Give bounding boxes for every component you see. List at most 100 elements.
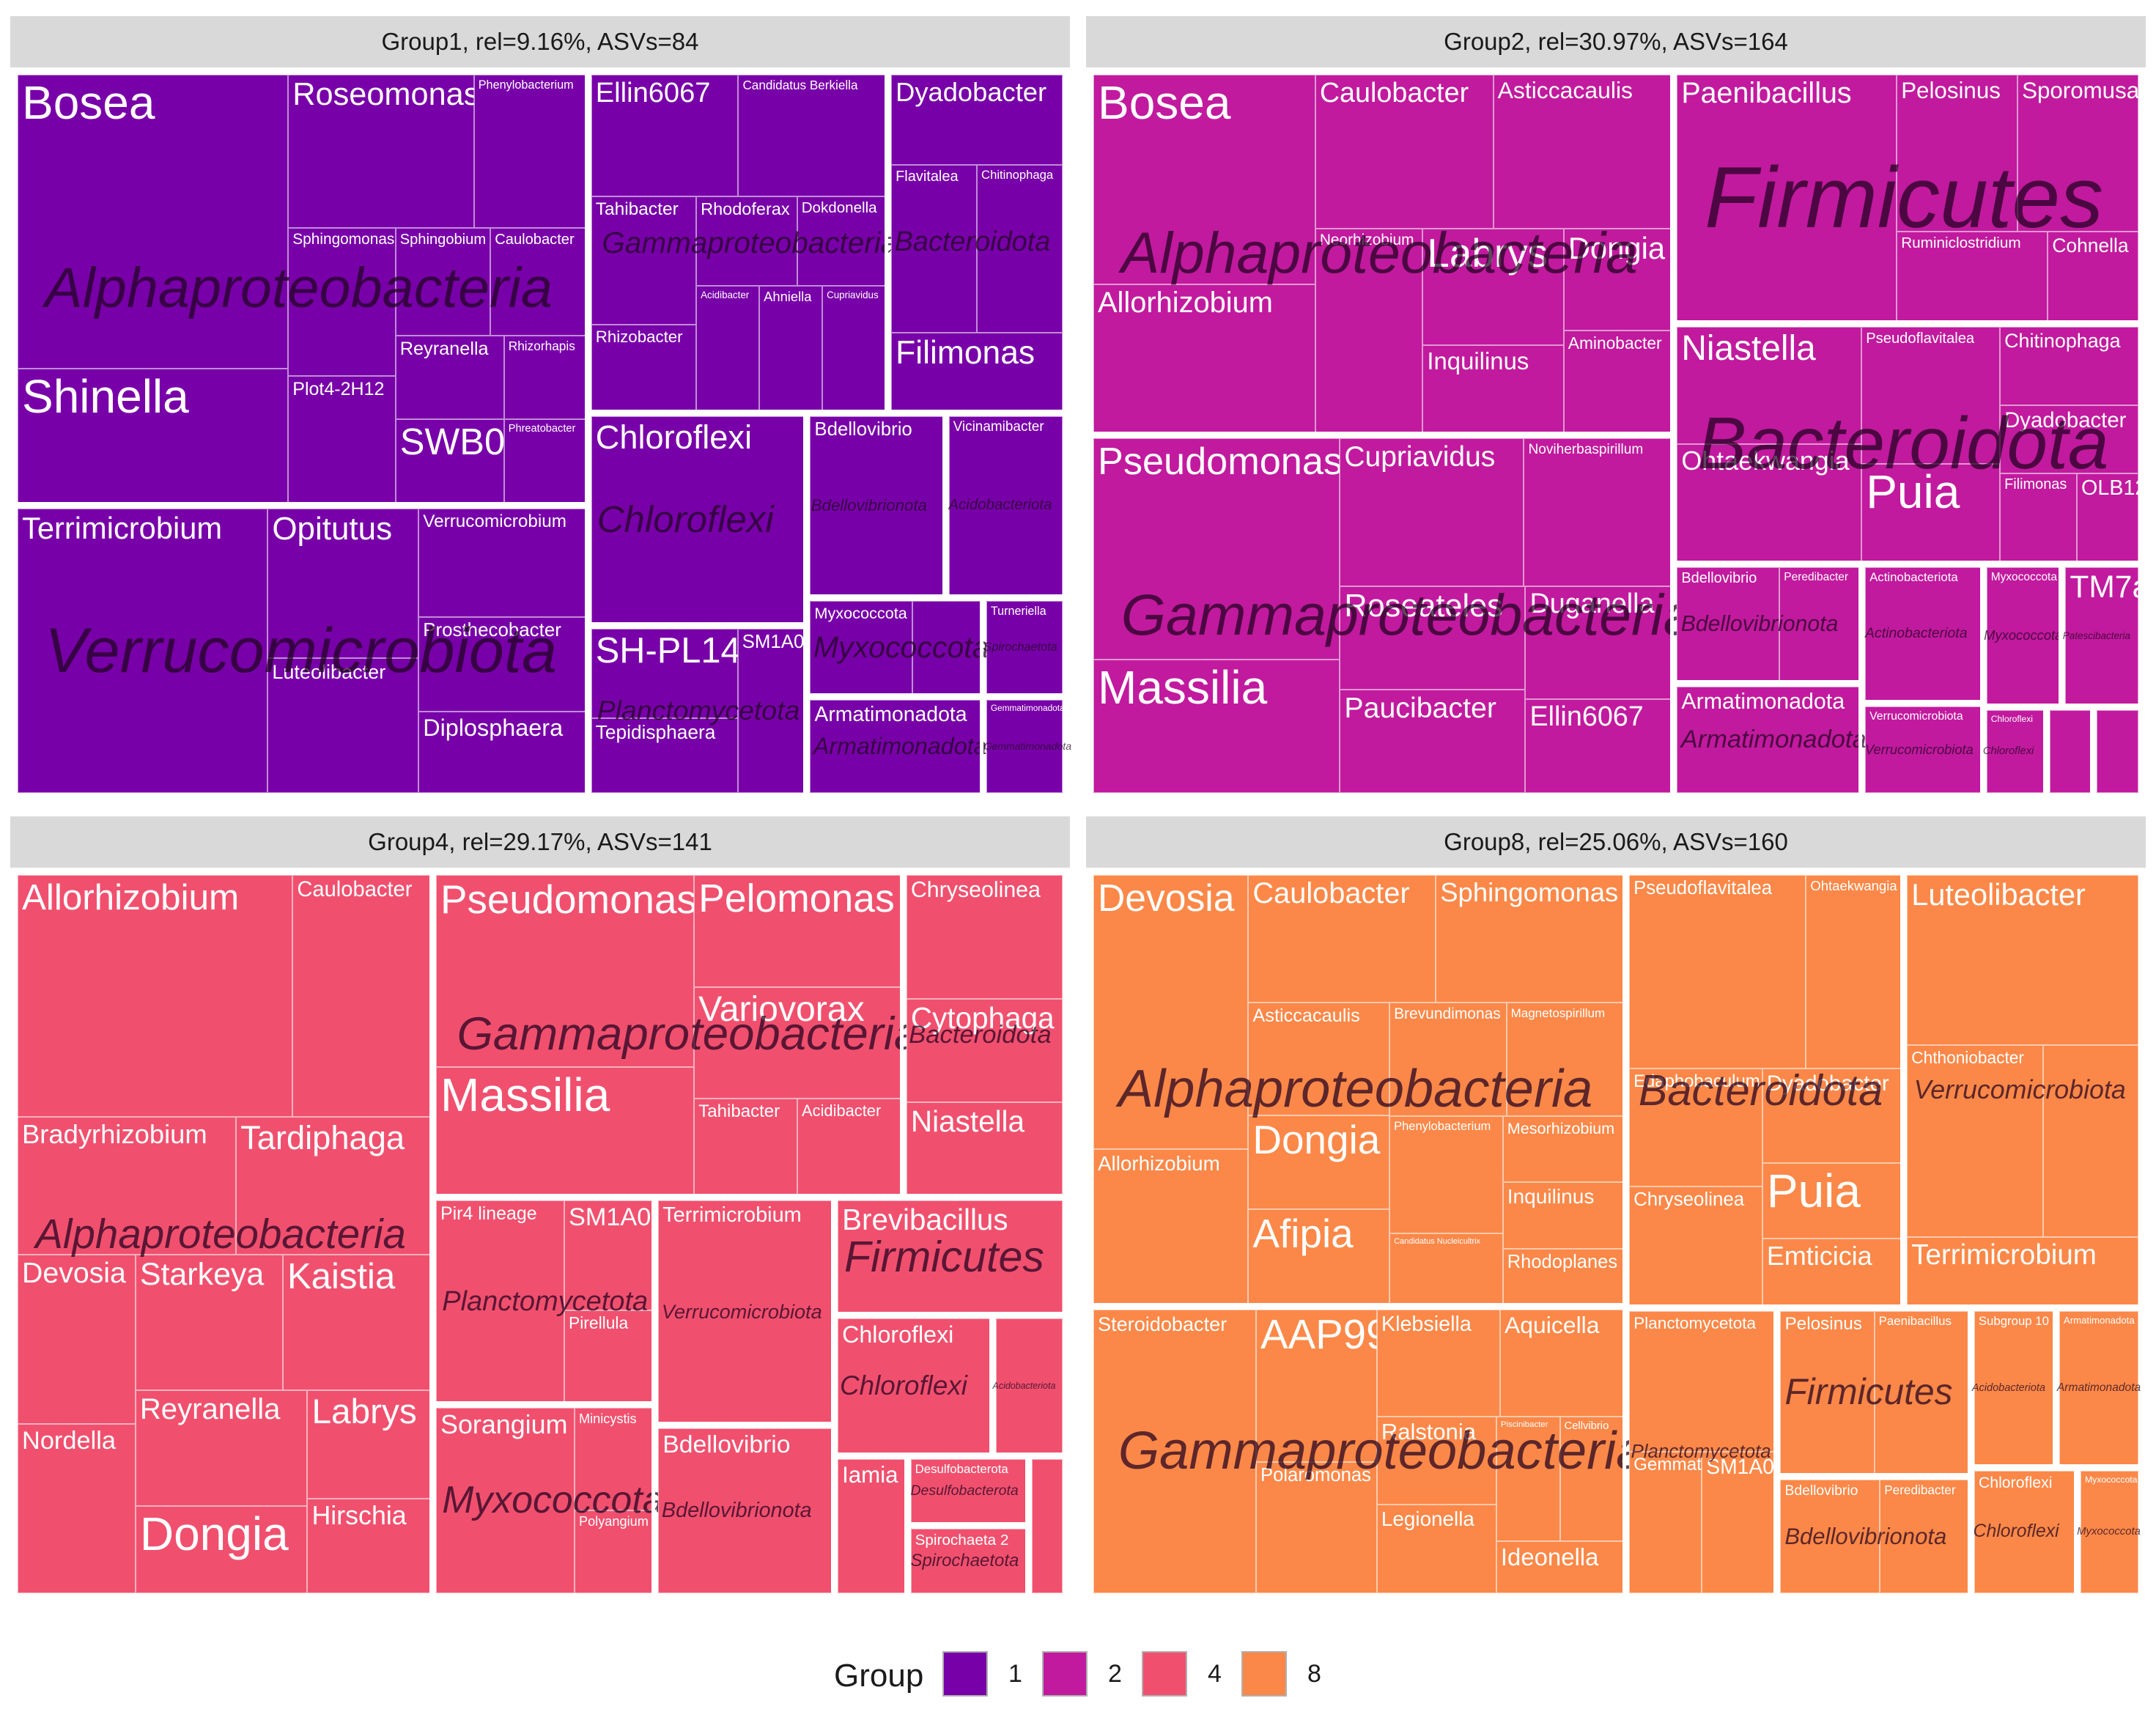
legend-key-4 (1142, 1651, 1187, 1697)
genus-cell-planctomycetota (1629, 1310, 1775, 1453)
genus-cell-reyranella (135, 1389, 308, 1507)
genus-cell-noviherbaspirillum (1524, 438, 1672, 587)
legend-label: 8 (1307, 1660, 1321, 1688)
genus-cell-tardiphaga (236, 1117, 431, 1255)
genus-cell-aminobacter (1563, 330, 1672, 432)
facet-title: Group1, rel=9.16%, ASVs=84 (10, 16, 1070, 67)
genus-cell-polyangium (574, 1510, 653, 1593)
genus-cell-brevundimonas (1389, 1002, 1507, 1116)
genus-cell-verrucomicrobiota (1865, 706, 1981, 793)
genus-cell-puia (1762, 1163, 1902, 1239)
genus-cell-caulobacter (1248, 875, 1436, 1003)
genus-cell-dyadobacter (1762, 1068, 1902, 1164)
treemap-plot: Allorhizobium Caulobacter Bradyrhizobium Ta… (10, 868, 1070, 1600)
genus-cell-sphingobium (395, 227, 491, 336)
genus-cell-paenibacillus (1677, 75, 1897, 322)
genus-cell-sphingomonas (288, 227, 396, 376)
genus-cell-neorhizobium (1315, 228, 1423, 432)
genus-cell-edaphobaculum (1629, 1068, 1762, 1187)
genus-cell-niastella (906, 1101, 1063, 1195)
genus-cell-candidatus-berkiella (738, 75, 886, 197)
genus-cell-allorhizobium (18, 875, 293, 1118)
genus-cell-chloroflexi (838, 1318, 990, 1453)
genus-cell-brevibacillus (838, 1200, 1063, 1313)
genus-cell-afipia (1248, 1209, 1390, 1304)
genus-cell-chryseolinea (906, 875, 1063, 999)
genus-cell-dongia (135, 1506, 308, 1593)
genus-cell-vicinamibacter (948, 416, 1063, 595)
genus-cell-aap99 (1256, 1309, 1377, 1463)
genus-cell-chloroflexi (1974, 1471, 2075, 1593)
genus-cell-klebsiella (1376, 1309, 1500, 1417)
genus-cell-devosia (18, 1254, 136, 1424)
genus-cell-allorhizobium (1093, 284, 1315, 432)
genus-cell-filimonas (2000, 473, 2078, 562)
genus-cell-dyadobacter (2000, 405, 2138, 474)
genus-cell-ralstonia (1376, 1416, 1496, 1505)
genus-cell-pseudomonas (436, 875, 695, 1067)
genus-cell-paucibacter (1340, 690, 1526, 793)
facet-title: Group2, rel=30.97%, ASVs=164 (1086, 16, 2146, 67)
genus-cell-verrucomicrobium (418, 509, 586, 617)
genus-cell-rhodoferax (696, 196, 797, 286)
genus-cell-luteolibacter (267, 658, 419, 793)
facet-title: Group4, rel=29.17%, ASVs=141 (10, 816, 1070, 868)
legend: Group 1 2 4 8 (0, 1645, 2156, 1704)
genus-cell-desulfobacterota (910, 1458, 1027, 1524)
genus-cell-inquilinus (1422, 344, 1564, 432)
genus-cell-bdellovibrio (658, 1428, 833, 1593)
genus-cell-massilia (436, 1066, 695, 1195)
genus-cell-pseudomonas (1093, 438, 1340, 660)
genus-cell-myxococcota (1986, 567, 2060, 704)
genus-cell-nordella (18, 1423, 136, 1593)
genus-cell-pelomonas (694, 875, 901, 987)
genus-cell-ideonella (1496, 1541, 1624, 1593)
genus-cell-plot4-2h12 (288, 375, 396, 503)
genus-cell-tm7a (2065, 567, 2138, 704)
genus-cell-candidatus-protochlamydia (2042, 1044, 2138, 1238)
genus-cell-ohtaekwangia (1806, 875, 1902, 1068)
genus-cell-shinella (18, 368, 289, 503)
genus-cell-legionella (1376, 1505, 1496, 1593)
genus-cell-phenylobacterium (473, 75, 586, 228)
genus-cell-gemmatimonadota (2049, 709, 2092, 793)
genus-cell-phreatobacter (503, 418, 586, 503)
genus-cell-dokdonella (797, 196, 886, 286)
genus-cell-minicystis (574, 1407, 653, 1511)
genus-cell-aquicella (1500, 1309, 1624, 1417)
genus-cell-cyanobacteria (1032, 1458, 1063, 1593)
genus-cell-devosia (1093, 875, 1249, 1150)
genus-cell-hirschia (307, 1498, 431, 1593)
genus-cell-cupriavidus (1340, 438, 1524, 587)
legend-key-8 (1241, 1651, 1287, 1697)
genus-cell-magnetospirillum (1506, 1002, 1624, 1116)
genus-cell-piscinibacter (1496, 1416, 1560, 1542)
genus-cell-kaistia (282, 1254, 431, 1390)
genus-cell-ruminiclostridium (1897, 232, 2048, 322)
genus-cell-paenibacillus (1874, 1310, 1968, 1474)
genus-cell-puia (1861, 464, 2001, 562)
genus-cell-sm1a02 (564, 1200, 653, 1310)
facet-group-4: Group4, rel=29.17%, ASVs=141 Allorhizobiu… (10, 816, 1070, 1601)
genus-cell-chitinophaga (2000, 327, 2138, 405)
genus-cell-niastella (1677, 327, 1862, 445)
genus-cell-chloroflexi (591, 416, 805, 623)
genus-cell-asticcacaulis (1493, 75, 1672, 229)
treemap-plot: Bosea Allorhizobium Caulobacter Asticcacaul… (1086, 67, 2149, 800)
genus-cell-swb02 (395, 418, 504, 503)
treemap-plot: Bosea Shinella Roseomonas Phenylobacterium S… (11, 67, 1071, 800)
genus-cell-duganella (1525, 586, 1672, 699)
facet-title: Group8, rel=25.06%, ASVs=160 (1086, 816, 2146, 868)
genus-cell-phenylobacterium (1389, 1116, 1503, 1233)
genus-cell-bradyrhizobium (18, 1117, 237, 1255)
genus-cell-ohtaekwangia (1677, 444, 1862, 562)
genus-cell-armatimonadota (2059, 1310, 2138, 1466)
genus-cell-caulobacter (1315, 75, 1494, 229)
genus-cell-cohnella (2048, 232, 2138, 322)
genus-cell-dongia (1563, 228, 1672, 331)
genus-cell-dongia (1248, 1115, 1390, 1210)
legend-label: 2 (1108, 1660, 1122, 1688)
genus-cell-labrys (307, 1389, 431, 1499)
genus-cell-acidobacteriota (995, 1318, 1063, 1453)
genus-cell-armatimonadota (1677, 687, 1860, 793)
